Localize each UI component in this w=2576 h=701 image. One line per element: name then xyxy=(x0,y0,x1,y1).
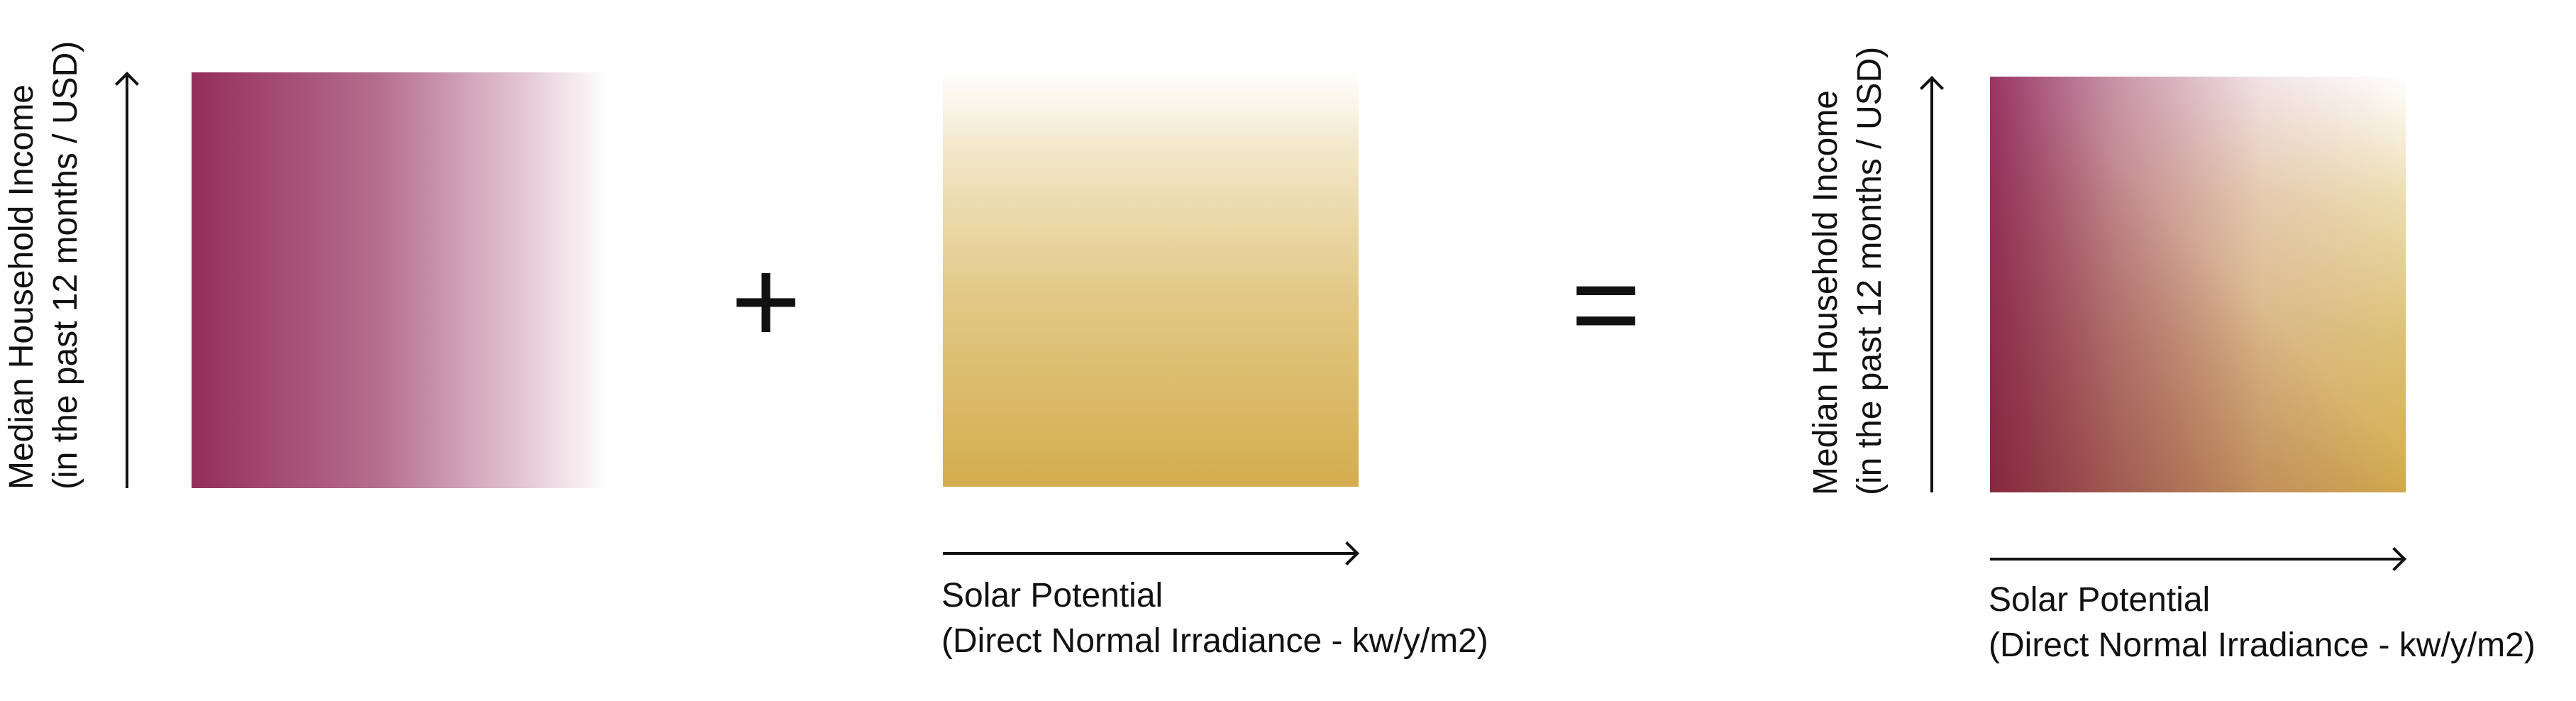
income-axis-label-line1: Median Household Income xyxy=(3,84,40,490)
income-axis-label: Median Household Income (in the past 12 … xyxy=(0,41,88,490)
result-solar-axis-label-line2: (Direct Normal Irradiance - kw/y/m2) xyxy=(1989,627,2536,664)
plus-sign: + xyxy=(731,234,802,369)
bivariate-gradient-square xyxy=(1990,77,2406,492)
income-axis-label-line2: (in the past 12 months / USD) xyxy=(47,40,84,490)
result-solar-axis-label: Solar Potential (Direct Normal Irradianc… xyxy=(1989,578,2536,668)
solar-axis-label-line2: (Direct Normal Irradiance - kw/y/m2) xyxy=(941,622,1488,660)
solar-axis-arrow xyxy=(943,552,1357,555)
result-income-axis-label: Median Household Income (in the past 12 … xyxy=(1804,47,1892,495)
result-solar-axis-label-line1: Solar Potential xyxy=(1989,581,2211,619)
result-income-axis-label-line1: Median Household Income xyxy=(1807,89,1845,495)
income-axis-arrow xyxy=(126,74,128,488)
equals-sign: = xyxy=(1571,237,1642,372)
result-income-axis-arrow xyxy=(1930,78,1933,492)
solar-axis-label-line1: Solar Potential xyxy=(941,577,1163,614)
result-solar-axis-arrow xyxy=(1990,558,2404,561)
income-gradient-square xyxy=(192,72,607,488)
solar-axis-label: Solar Potential (Direct Normal Irradianc… xyxy=(941,573,1488,664)
result-income-axis-label-line2: (in the past 12 months / USD) xyxy=(1851,46,1889,495)
solar-gradient-square xyxy=(943,71,1359,487)
